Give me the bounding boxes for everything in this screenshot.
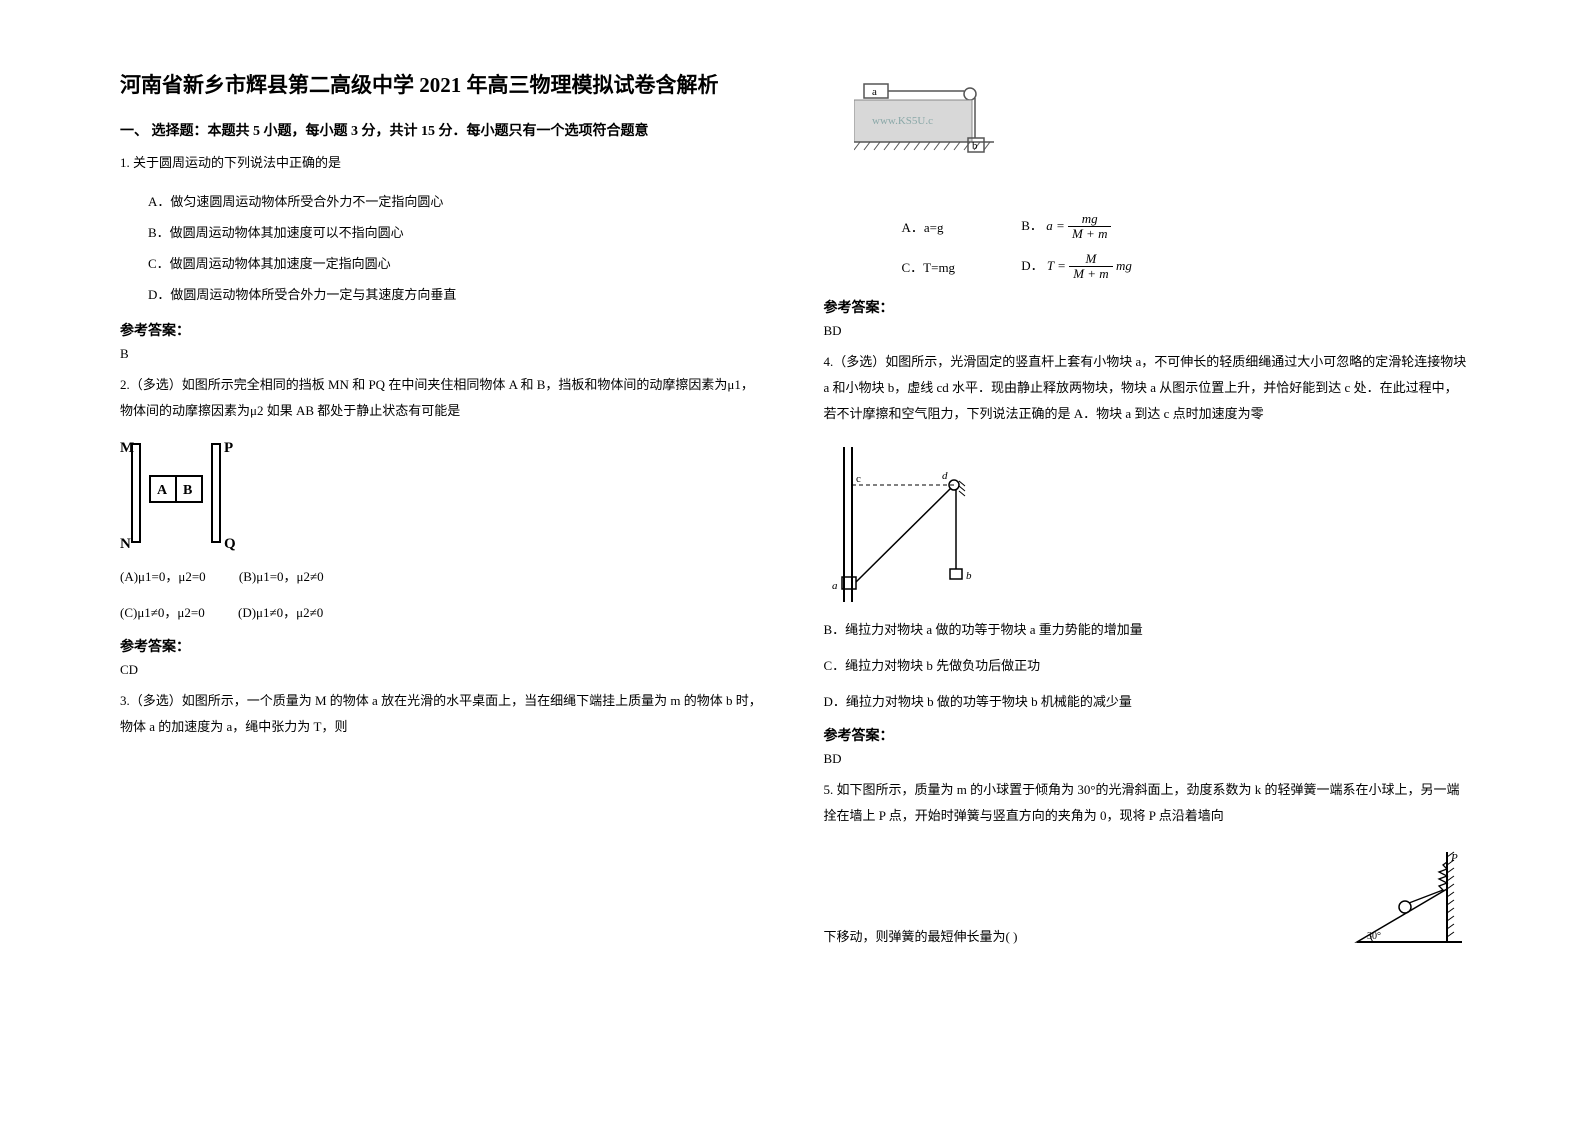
q4-label-d: d bbox=[942, 470, 948, 482]
q4-label-a: a bbox=[832, 580, 838, 592]
q2-label-N: N bbox=[120, 536, 131, 552]
q4-option-b: B．绳拉力对物块 a 做的功等于物块 a 重力势能的增加量 bbox=[824, 617, 1468, 643]
q3-answer-label: 参考答案： bbox=[824, 297, 1468, 317]
q4-figure: c d a b bbox=[824, 437, 1468, 607]
q5-stem-1: 5. 如下图所示，质量为 m 的小球置于倾角为 30°的光滑斜面上，劲度系数为 … bbox=[824, 777, 1468, 829]
q2-option-d: (D)μ1≠0，μ2≠0 bbox=[238, 605, 323, 620]
q1-option-d: D．做圆周运动物体所受合外力一定与其速度方向垂直 bbox=[148, 279, 764, 310]
q2-label-Q: Q bbox=[224, 536, 236, 552]
q4-answer-label: 参考答案： bbox=[824, 725, 1468, 745]
q4-label-c: c bbox=[856, 473, 861, 485]
q5-angle-label: 30° bbox=[1367, 931, 1381, 942]
q2-option-a: (A)μ1=0，μ2=0 bbox=[120, 569, 206, 584]
q2-option-b: (B)μ1=0，μ2≠0 bbox=[239, 569, 324, 584]
q4-answer: BD bbox=[824, 751, 1468, 767]
q2-option-c: (C)μ1≠0，μ2=0 bbox=[120, 605, 205, 620]
q2-label-B: B bbox=[183, 483, 192, 498]
q3-formula-t-frac: M M + m bbox=[1069, 252, 1113, 282]
q1-option-c: C．做圆周运动物体其加速度一定指向圆心 bbox=[148, 248, 764, 279]
q3-watermark: www.KS5U.c bbox=[872, 115, 933, 127]
q1-answer-label: 参考答案： bbox=[120, 320, 764, 340]
q1-option-a: A．做匀速圆周运动物体所受合外力不一定指向圆心 bbox=[148, 186, 764, 217]
q3-formula-a-lhs: a = bbox=[1046, 218, 1065, 233]
q4-option-c: C．绳拉力对物块 b 先做负功后做正功 bbox=[824, 653, 1468, 679]
q3-option-c: C．T=mg bbox=[886, 248, 1004, 286]
q2-figure: M N P Q A B bbox=[120, 434, 764, 554]
q4-label-b: b bbox=[966, 570, 972, 582]
q3-formula-t-tail: mg bbox=[1116, 257, 1132, 272]
q1-stem: 1. 关于圆周运动的下列说法中正确的是 bbox=[120, 150, 764, 176]
q3-option-b-prefix: B． bbox=[1021, 218, 1043, 233]
q3-option-a: A．a=g bbox=[886, 208, 1004, 246]
q5-label-p: P bbox=[1450, 852, 1458, 864]
section-1-heading: 一、 选择题：本题共 5 小题，每小题 3 分，共计 15 分．每小题只有一个选… bbox=[120, 120, 764, 140]
q3-option-d-prefix: D． bbox=[1021, 257, 1043, 272]
q3-figure: a www.KS5U.c b bbox=[854, 78, 1468, 198]
q2-options-row2: (C)μ1≠0，μ2=0 (D)μ1≠0，μ2≠0 bbox=[120, 600, 764, 626]
q2-label-A: A bbox=[157, 483, 168, 498]
exam-title: 河南省新乡市辉县第二高级中学 2021 年高三物理模拟试卷含解析 bbox=[120, 70, 764, 102]
q3-label-b: b bbox=[972, 140, 978, 152]
q4-option-d: D．绳拉力对物块 b 做的功等于物块 b 机械能的减少量 bbox=[824, 689, 1468, 715]
q3-answer: BD bbox=[824, 323, 1468, 339]
q3-label-a: a bbox=[872, 86, 877, 98]
q3-options: A．a=g B． a = mg M + m C．T=mg D． T = M bbox=[884, 206, 1204, 287]
q2-answer-label: 参考答案： bbox=[120, 636, 764, 656]
q2-stem: 2.（多选）如图所示完全相同的挡板 MN 和 PQ 在中间夹住相同物体 A 和 … bbox=[120, 372, 764, 424]
q1-answer: B bbox=[120, 346, 764, 362]
q5-stem-2: 下移动，则弹簧的最短伸长量为( ) bbox=[824, 924, 1348, 950]
q5-figure: P 30° bbox=[1347, 847, 1467, 952]
q3-formula-t-lhs: T = bbox=[1047, 257, 1066, 272]
q2-options-row1: (A)μ1=0，μ2=0 (B)μ1=0，μ2≠0 bbox=[120, 564, 764, 590]
q1-option-b: B．做圆周运动物体其加速度可以不指向圆心 bbox=[148, 217, 764, 248]
q2-label-P: P bbox=[224, 440, 233, 456]
q3-formula-a-frac: mg M + m bbox=[1068, 212, 1112, 242]
q4-stem: 4.（多选）如图所示，光滑固定的竖直杆上套有小物块 a，不可伸长的轻质细绳通过大… bbox=[824, 349, 1468, 427]
q2-label-M: M bbox=[120, 440, 134, 456]
q2-answer: CD bbox=[120, 662, 764, 678]
q3-stem: 3.（多选）如图所示，一个质量为 M 的物体 a 放在光滑的水平桌面上，当在细绳… bbox=[120, 688, 764, 740]
